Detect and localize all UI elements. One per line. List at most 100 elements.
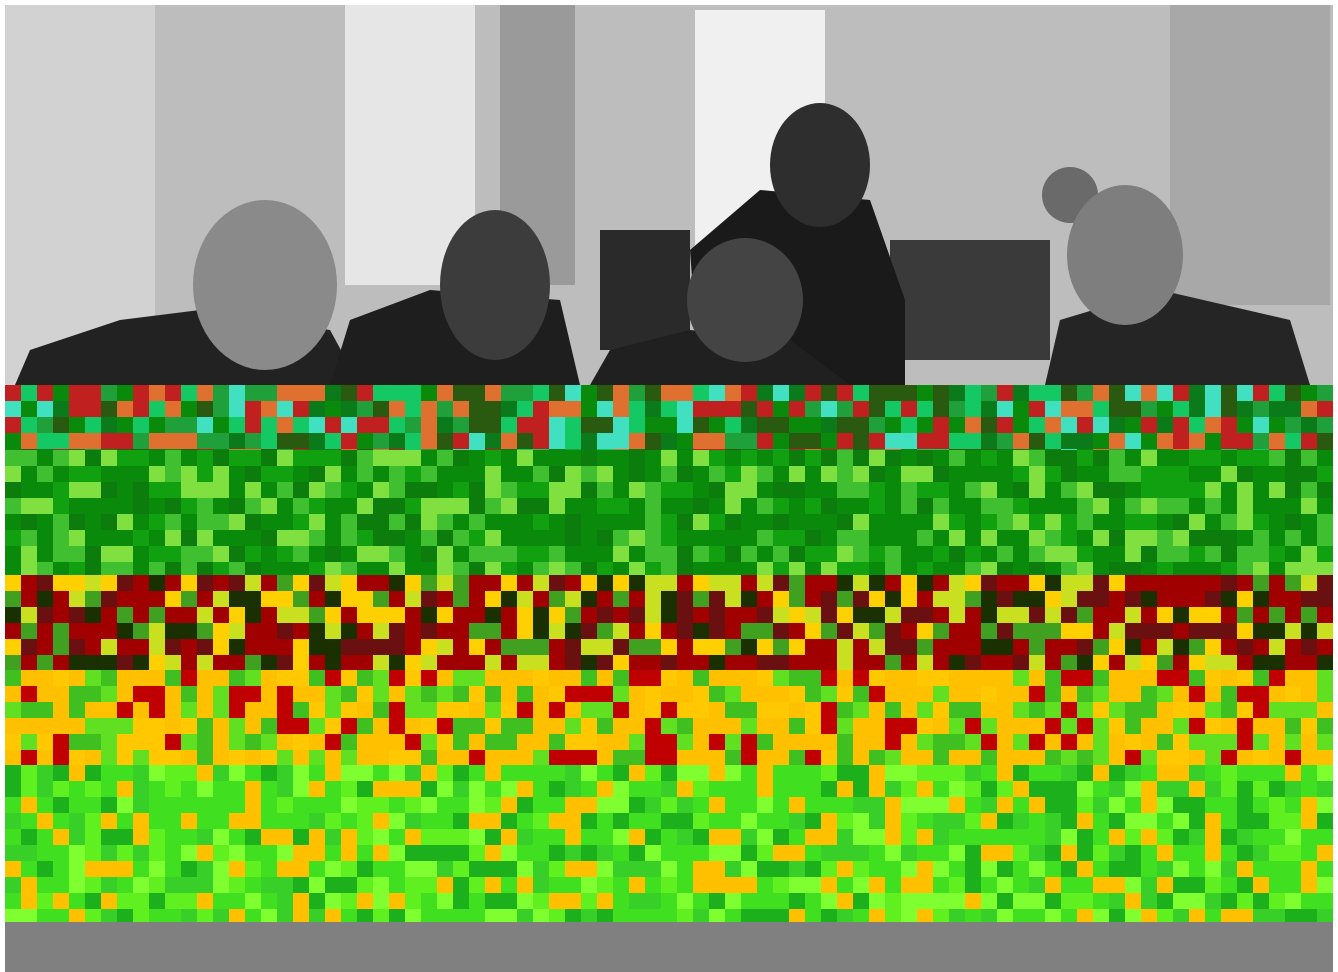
glitch-block (293, 702, 309, 718)
glitch-block (21, 702, 37, 718)
glitch-block (725, 449, 741, 450)
glitch-block (309, 401, 325, 417)
glitch-block (1093, 433, 1109, 449)
glitch-block (661, 686, 677, 702)
glitch-block (549, 765, 565, 781)
glitch-block (661, 750, 677, 765)
glitch-block (597, 401, 613, 417)
glitch-block (341, 530, 357, 546)
glitch-block (1173, 575, 1189, 591)
glitch-block (1109, 813, 1125, 829)
glitch-block (341, 433, 357, 449)
glitch-block (437, 909, 453, 922)
glitch-block (1237, 498, 1253, 514)
glitch-block (1205, 623, 1221, 639)
glitch-block (949, 702, 965, 718)
glitch-block (629, 655, 645, 670)
glitch-block (117, 575, 133, 591)
glitch-block (1205, 781, 1221, 797)
glitch-block (405, 450, 421, 466)
glitch-block (1317, 813, 1333, 829)
glitch-block (229, 655, 245, 670)
glitch-block (1253, 385, 1269, 401)
glitch-block (149, 734, 165, 750)
glitch-block (533, 482, 549, 498)
glitch-block (1061, 591, 1077, 607)
glitch-block (1269, 909, 1285, 922)
glitch-block (517, 861, 533, 877)
glitch-block (1077, 623, 1093, 639)
glitch-block (1093, 845, 1109, 861)
glitch-block (1221, 845, 1237, 861)
glitch-block (245, 433, 261, 449)
glitch-block (501, 670, 517, 686)
glitch-block (389, 623, 405, 639)
glitch-block (533, 498, 549, 514)
glitch-block (725, 718, 741, 734)
glitch-block (1013, 385, 1029, 401)
glitch-block (533, 893, 549, 909)
glitch-block (885, 781, 901, 797)
glitch-block (437, 797, 453, 813)
glitch-block (197, 797, 213, 813)
glitch-block (1125, 765, 1141, 781)
glitch-block (901, 909, 917, 922)
glitch-block (1093, 734, 1109, 750)
glitch-block (533, 861, 549, 877)
glitch-block (677, 750, 693, 765)
glitch-block (197, 482, 213, 498)
glitch-block (133, 466, 149, 482)
glitch-block (357, 781, 373, 797)
glitch-block (1141, 482, 1157, 498)
glitch-block (693, 781, 709, 797)
glitch-block (165, 562, 181, 575)
glitch-block (405, 861, 421, 877)
glitch-block (1045, 623, 1061, 639)
glitch-block (245, 877, 261, 893)
glitch-block (309, 385, 325, 401)
glitch-block (245, 385, 261, 401)
glitch-block (421, 623, 437, 639)
glitch-block (325, 482, 341, 498)
glitch-block (229, 813, 245, 829)
glitch-block (965, 686, 981, 702)
glitch-block (261, 575, 277, 591)
glitch-block (789, 417, 805, 433)
glitch-block (21, 686, 37, 702)
glitch-block (341, 514, 357, 530)
glitch-block (613, 670, 629, 686)
glitch-block (1045, 765, 1061, 781)
glitch-block (1317, 385, 1333, 401)
glitch-block (245, 623, 261, 639)
glitch-block (133, 861, 149, 877)
glitch-block (661, 829, 677, 845)
glitch-block (581, 750, 597, 765)
glitch-block (1317, 417, 1333, 433)
glitch-block (821, 514, 837, 530)
glitch-block (517, 781, 533, 797)
glitch-block (981, 877, 997, 893)
glitch-block (725, 893, 741, 909)
glitch-block (869, 450, 885, 466)
glitch-block (597, 482, 613, 498)
glitch-block (101, 466, 117, 482)
glitch-block (629, 877, 645, 893)
glitch-block (1157, 498, 1173, 514)
glitch-block (949, 514, 965, 530)
glitch-block (757, 797, 773, 813)
glitch-block (517, 450, 533, 466)
glitch-block (757, 449, 773, 450)
glitch-block (837, 670, 853, 686)
glitch-block (725, 750, 741, 765)
glitch-block (1301, 498, 1317, 514)
glitch-block (373, 401, 389, 417)
glitch-block (933, 514, 949, 530)
glitch-block (837, 546, 853, 562)
glitch-block (389, 877, 405, 893)
glitch-block (693, 861, 709, 877)
glitch-block (789, 845, 805, 861)
glitch-block (213, 401, 229, 417)
glitch-block (1221, 575, 1237, 591)
glitch-block (1253, 702, 1269, 718)
glitch-block (21, 845, 37, 861)
